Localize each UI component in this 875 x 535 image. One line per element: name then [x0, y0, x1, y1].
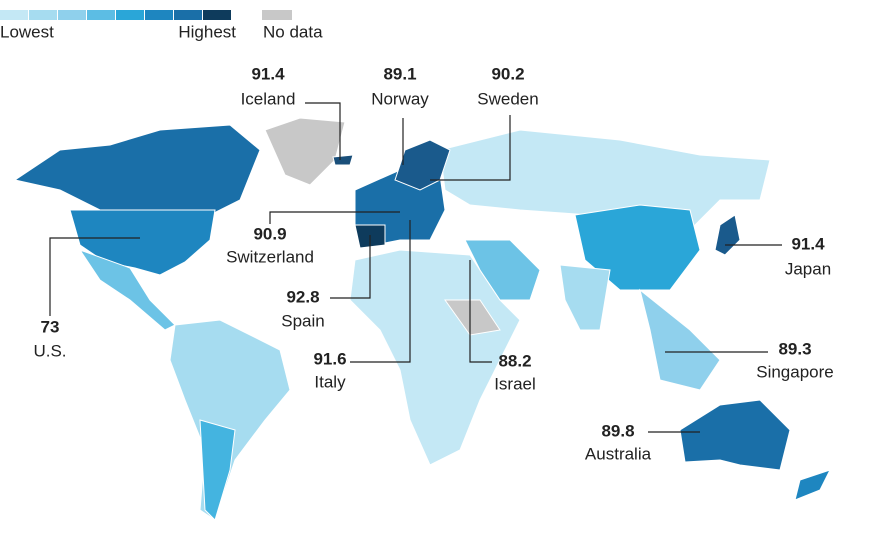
russia-asia: [439, 129, 771, 231]
annotation-label: Spain: [281, 311, 324, 330]
legend-swatch: [58, 10, 86, 20]
annotation-value: 90.9: [253, 224, 286, 243]
canada: [13, 124, 261, 216]
argentina: [199, 419, 236, 521]
annotation-value: 89.1: [383, 64, 416, 83]
legend-swatch: [87, 10, 115, 20]
leader-line: [469, 260, 492, 363]
central-america: [78, 249, 176, 331]
annotation-label: Japan: [785, 259, 831, 278]
leader-line: [350, 220, 411, 363]
scandinavia: [394, 139, 451, 191]
annotation-label: Iceland: [241, 89, 296, 108]
world-map: [13, 117, 831, 521]
leader-line: [305, 102, 341, 160]
annotation-label: Sweden: [477, 89, 538, 108]
legend-swatch: [116, 10, 144, 20]
legend-no-data: No data: [263, 22, 323, 41]
legend-swatch: [174, 10, 202, 20]
united-states: [69, 209, 216, 276]
annotation-label: Italy: [314, 372, 346, 391]
annotation-value: 89.8: [601, 421, 634, 440]
annotation-label: Australia: [585, 444, 652, 463]
greenland: [264, 117, 346, 186]
legend-swatch: [0, 10, 28, 20]
annotation-label: Norway: [371, 89, 429, 108]
middle-east: [464, 239, 541, 301]
japan: [714, 214, 741, 256]
annotation-label: Switzerland: [226, 247, 314, 266]
annotation-value: 91.4: [791, 234, 825, 253]
southeast-asia: [639, 288, 721, 391]
annotation-value: 73: [41, 317, 60, 336]
leader-line: [430, 115, 511, 181]
annotations: 91.4 Iceland 89.1 Norway 90.2 Sweden 90.9 Switz…: [33, 64, 833, 463]
legend-high: Highest: [178, 22, 236, 41]
new-zealand: [794, 469, 831, 501]
annotation-label: Israel: [494, 374, 536, 393]
legend-swatch: [203, 10, 231, 20]
iceland: [332, 154, 354, 166]
annotation-value: 91.4: [251, 64, 285, 83]
china: [574, 204, 701, 291]
legend-swatch: [145, 10, 173, 20]
annotation-value: 88.2: [498, 351, 531, 370]
australia: [679, 399, 791, 471]
leader-line: [269, 211, 400, 224]
legend-no-data-swatch: [262, 10, 292, 20]
annotation-label: U.S.: [33, 341, 66, 360]
annotation-value: 90.2: [491, 64, 524, 83]
annotation-value: 89.3: [778, 339, 811, 358]
legend-swatch: [29, 10, 57, 20]
legend: Lowest Highest No data: [0, 10, 323, 41]
leader-line: [330, 235, 371, 299]
annotation-value: 91.6: [313, 349, 346, 368]
annotation-value: 92.8: [286, 287, 319, 306]
south-america: [169, 319, 291, 521]
india: [559, 264, 611, 331]
annotation-label: Singapore: [756, 362, 834, 381]
legend-low: Lowest: [0, 22, 54, 41]
leader-line: [49, 237, 140, 316]
horn-of-africa: [444, 299, 501, 336]
